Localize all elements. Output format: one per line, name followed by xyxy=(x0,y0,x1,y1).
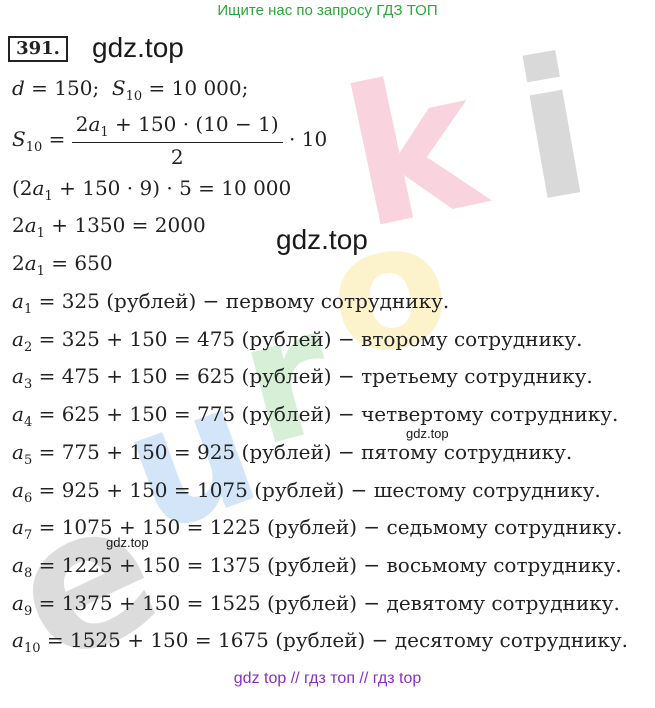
footer-links[interactable]: gdz top // гдз топ // гдз top xyxy=(233,670,422,687)
term-line: a8 = 1225 + 150 = 1375 (рублей) − восьмо… xyxy=(12,552,622,581)
term-line: a9 = 1375 + 150 = 1525 (рублей) − девято… xyxy=(12,590,620,619)
term-line: a2 = 325 + 150 = 475 (рублей) − второму … xyxy=(12,326,583,355)
brand-watermark-main: gdz.top xyxy=(92,32,184,63)
brand-watermark-small: gdz.top xyxy=(106,535,149,550)
term-line: a5 = 775 + 150 = 925 (рублей) − пятому с… xyxy=(12,439,573,468)
sum-formula: S10 = 2a1 + 150 · (10 − 1) 2 · 10 xyxy=(12,112,328,169)
given-values: d = 150; S10 = 10 000; xyxy=(12,76,249,104)
term-line: a1 = 325 (рублей) − первому сотруднику. xyxy=(12,289,450,317)
fraction: 2a1 + 150 · (10 − 1) 2 xyxy=(71,112,283,169)
watermark-letter-i: i xyxy=(501,16,604,245)
term-line: a7 = 1075 + 150 = 1225 (рублей) − седьмо… xyxy=(12,515,623,544)
search-banner[interactable]: Ищите нас по запросу ГДЗ ТОП xyxy=(217,2,438,19)
brand-watermark-small: gdz.top xyxy=(406,426,449,441)
term-line: a3 = 475 + 150 = 625 (рублей) − третьему… xyxy=(12,364,593,393)
equation-line: 2a1 = 650 xyxy=(12,251,113,279)
equation-line: (2a1 + 150 · 9) · 5 = 10 000 xyxy=(12,176,292,204)
equation-line: 2a1 + 1350 = 2000 xyxy=(12,213,206,241)
term-line: a10 = 1525 + 150 = 1675 (рублей) − десят… xyxy=(12,628,629,657)
brand-watermark-center: gdz.top xyxy=(276,224,368,255)
term-line: a6 = 925 + 150 = 1075 (рублей) − шестому… xyxy=(12,477,601,506)
problem-number: 391. xyxy=(8,36,68,62)
term-line: a4 = 625 + 150 = 775 (рублей) − четверто… xyxy=(12,402,619,431)
